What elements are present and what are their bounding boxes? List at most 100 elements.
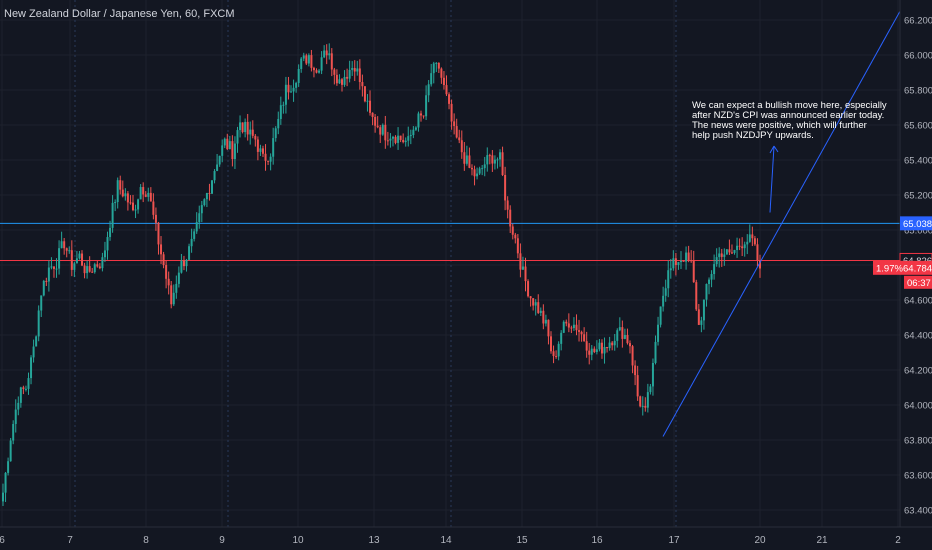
candle-body (748, 234, 751, 242)
candle-body (200, 205, 203, 214)
candle-body (88, 266, 91, 272)
candle-body (639, 396, 642, 407)
candle-body (264, 153, 267, 161)
candles (2, 43, 761, 507)
candle-body (618, 327, 621, 331)
candle-body (290, 91, 293, 93)
candle-body (743, 244, 746, 249)
candle-body (152, 201, 155, 215)
candle-body (646, 392, 649, 408)
candle-body (634, 365, 637, 376)
arrow-line[interactable] (769, 145, 775, 213)
candle-body (629, 343, 632, 347)
level-badge-blue (900, 216, 932, 231)
candle-body (608, 342, 611, 349)
candle-body (516, 238, 519, 254)
candle-body (715, 257, 718, 265)
candle-body (547, 319, 550, 337)
candle-body (366, 100, 369, 102)
candle-body (139, 187, 142, 200)
candle-body (440, 68, 443, 78)
candle-body (325, 50, 328, 56)
candle-body (160, 244, 163, 255)
chart-title: New Zealand Dollar / Japanese Yen, 60, F… (4, 8, 235, 20)
candle-body (374, 116, 377, 126)
candle-body (562, 321, 565, 333)
candle-body (358, 68, 361, 83)
candle-body (170, 285, 173, 305)
candle-body (254, 135, 257, 140)
candle-body (282, 104, 285, 106)
candle-body (404, 140, 407, 143)
candle-body (228, 141, 231, 150)
candle-body (272, 138, 275, 157)
candle-body (198, 213, 201, 223)
candle-body (2, 492, 4, 502)
candle-body (453, 121, 456, 127)
candle-body (511, 226, 514, 235)
price-tick-label: 63.800 (904, 436, 932, 447)
candle-body (677, 262, 680, 266)
candle-body (662, 295, 665, 307)
candle-body (616, 330, 619, 341)
candle-body (269, 156, 272, 162)
candle-body (376, 125, 379, 128)
price-tick-label: 64.200 (904, 366, 932, 377)
candle-body (544, 319, 547, 324)
candle-body (361, 82, 364, 87)
candle-body (384, 124, 387, 141)
candle-body (103, 250, 106, 258)
candle-body (351, 68, 354, 70)
candle-body (641, 405, 644, 407)
candle-body (223, 138, 226, 146)
candle-body (193, 231, 196, 239)
candle-body (483, 164, 486, 169)
time-tick-label: 16 (591, 535, 603, 546)
price-tick-label: 65.000 (904, 226, 932, 237)
candle-body (267, 160, 270, 162)
countdown-badge (904, 275, 932, 289)
candle-body (17, 402, 20, 410)
candle-body (595, 349, 598, 353)
price-tick-label: 66.200 (904, 16, 932, 27)
candle-body (162, 254, 165, 266)
candle-body (473, 169, 476, 177)
candle-body (177, 272, 180, 284)
candle-body (213, 170, 216, 181)
candle-body (126, 193, 129, 203)
countdown-label: 06:37 (907, 278, 931, 289)
candle-body (65, 248, 68, 251)
time-axis-background (0, 527, 932, 550)
candle-body (205, 192, 208, 200)
candle-body (348, 69, 351, 79)
candle-body (195, 222, 198, 232)
candle-body (478, 168, 481, 174)
candle-body (491, 155, 494, 164)
candle-body (524, 266, 527, 282)
candle-body (705, 283, 708, 300)
arrow-head (769, 145, 779, 154)
price-change-label: 1.97% (876, 263, 903, 274)
candle-body (188, 246, 191, 260)
price-axis-background (900, 0, 932, 550)
trendline[interactable] (662, 11, 901, 437)
candle-body (504, 174, 507, 201)
candle-body (109, 227, 112, 238)
candle-body (537, 302, 540, 313)
candle-body (422, 115, 425, 117)
candle-body (22, 387, 25, 390)
time-axis-labels: 6 7 8 9 10 13 14 15 16 17 20 21 2 (0, 535, 901, 546)
candle-body (165, 265, 168, 279)
candle-body (27, 378, 30, 389)
candle-body (144, 194, 147, 197)
annotation-line: help push NZDJPY upwards. (692, 130, 814, 141)
candle-body (557, 343, 560, 357)
candle-body (226, 138, 229, 150)
candle-body (147, 192, 150, 197)
candle-body (14, 409, 17, 424)
candle-body (570, 327, 573, 329)
candle-body (555, 356, 558, 358)
candle-body (328, 53, 331, 56)
